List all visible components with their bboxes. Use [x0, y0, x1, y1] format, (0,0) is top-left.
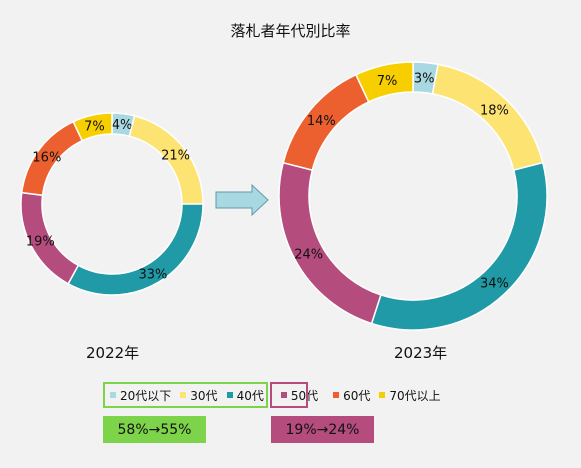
legend-swatch-20s [110, 392, 116, 398]
legend-group-box-young [103, 382, 268, 408]
legend-label-30s: 30代 [190, 388, 218, 403]
legend-label-60s: 60代 [343, 388, 371, 403]
legend-label-40s: 40代 [236, 388, 264, 403]
donut-2022-slice-2 [67, 203, 204, 296]
year-label-2022: 2022年 [86, 344, 140, 362]
donut-2023-label-1: 18% [480, 103, 509, 118]
donut-2023-label-5: 7% [377, 74, 398, 89]
year-label-2023: 2023年 [394, 344, 448, 362]
donut-2022-label-4: 16% [32, 151, 61, 166]
donut-2022-label-1: 21% [161, 149, 190, 164]
donut-2023-label-0: 3% [414, 72, 435, 87]
legend-item-40s: 40代 [226, 387, 264, 404]
legend-swatch-50s [280, 392, 287, 398]
legend-item-60s: 60代 [333, 387, 370, 404]
legend-item-70s: 70代以上 [379, 387, 441, 404]
legend-group-box-50s [270, 382, 308, 408]
donut-2023-label-3: 24% [294, 247, 323, 262]
legend-swatch-70s [379, 392, 386, 398]
donut-2023-slice-3 [278, 161, 382, 325]
legend-label-20s: 20代以下 [120, 388, 172, 403]
donut-2023-slice-2 [370, 161, 548, 331]
donut-2023-slice-5 [354, 61, 414, 103]
transition-arrow-icon [215, 183, 269, 217]
legend-swatch-30s [180, 392, 187, 398]
donut-2022-label-0: 4% [112, 118, 133, 133]
legend-label-50s: 50代 [290, 388, 319, 403]
legend-swatch-40s [226, 392, 233, 398]
legend-label-70s: 70代以上 [389, 388, 441, 403]
donut-2022-slice-5 [72, 112, 113, 142]
legend-item-30s: 30代 [180, 387, 218, 404]
chart-title: 落札者年代別比率 [230, 22, 351, 40]
donut-2022-label-2: 33% [139, 267, 168, 282]
legend-swatch-60s [333, 392, 340, 398]
legend: 20代以下 30代 40代 50代 60代 70代以上 [104, 384, 450, 406]
donut-2022-label-3: 19% [26, 235, 55, 250]
donut-2022-label-5: 7% [84, 119, 105, 134]
callout-50s-change: 19%→24% [271, 416, 374, 443]
legend-item-50s: 50代 [280, 387, 319, 404]
legend-item-20s: 20代以下 [110, 387, 171, 404]
callout-young-change: 58%→55% [103, 416, 206, 443]
donut-2023-label-2: 34% [480, 277, 509, 292]
donut-2023-label-4: 14% [307, 114, 336, 129]
